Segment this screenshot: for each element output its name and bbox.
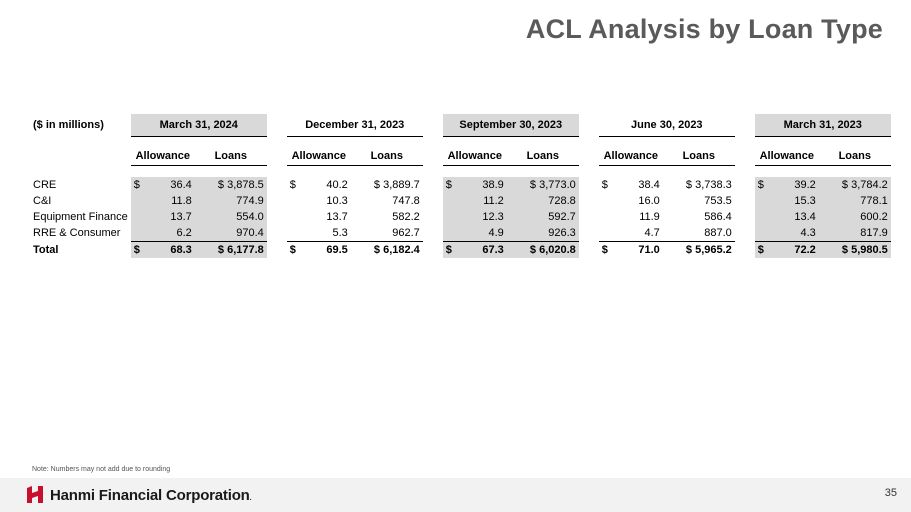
allowance-cell: 11.9 [639, 211, 660, 223]
company-logo: Hanmi Financial Corporation. [26, 486, 252, 504]
dollar-sign: $ [445, 244, 452, 256]
allowance-cell: 10.3 [326, 195, 348, 207]
allowance-header: Allowance [598, 146, 663, 166]
loans-cell: 747.8 [392, 195, 420, 207]
allowance-header: Allowance [130, 146, 195, 166]
page-title: ACL Analysis by Loan Type [525, 14, 883, 44]
loans-cell: $ 6,177.8 [194, 241, 267, 258]
dollar-sign: $ [289, 179, 296, 191]
allowance-cell: 16.0 [638, 195, 660, 207]
allowance-header: Allowance [286, 146, 351, 166]
allowance-cell: $40.2 [289, 179, 348, 191]
dollar-sign: $ [601, 244, 608, 256]
loans-cell: $ 3,773.0 [506, 177, 579, 193]
loans-cell: $ 5,980.5 [818, 241, 891, 258]
period-header: June 30, 2023 [598, 114, 735, 137]
allowance-header: Allowance [442, 146, 507, 166]
allowance-cell: 13.4 [754, 209, 819, 225]
allowance-cell: $68.3 [130, 241, 195, 258]
loans-cell: 817.9 [818, 225, 891, 242]
loans-cell: $ 3,889.7 [373, 179, 420, 191]
loans-header: Loans [662, 146, 735, 166]
row-label: CRE [33, 179, 57, 191]
table-row: Equipment Finance 13.7 554.0 13.7 582.2 … [30, 209, 891, 225]
page-number: 35 [884, 487, 897, 499]
allowance-cell: 4.7 [644, 227, 660, 239]
row-label: Total [33, 243, 59, 256]
allowance-cell: 4.3 [754, 225, 819, 242]
loans-cell: 887.0 [704, 227, 732, 239]
loans-cell: $ 3,878.5 [194, 177, 267, 193]
loans-cell: 592.7 [506, 209, 579, 225]
allowance-cell: $67.3 [442, 241, 507, 258]
loans-cell: 600.2 [818, 209, 891, 225]
table-row: RRE & Consumer 6.2 970.4 5.3 962.7 4.9 9… [30, 225, 891, 242]
loans-cell: 970.4 [194, 225, 267, 242]
loans-cell: 778.1 [818, 193, 891, 209]
loans-cell: $ 3,738.3 [685, 179, 732, 191]
dollar-sign: $ [757, 179, 764, 191]
allowance-header: Allowance [754, 146, 819, 166]
allowance-cell: 15.3 [754, 193, 819, 209]
period-header: December 31, 2023 [286, 114, 423, 137]
loans-cell: 586.4 [704, 211, 732, 223]
allowance-cell: 4.9 [442, 225, 507, 242]
units-label: ($ in millions) [33, 119, 104, 132]
total-row: Total $68.3 $ 6,177.8 $69.5 $ 6,182.4 $6… [30, 241, 891, 258]
allowance-cell: 13.7 [130, 209, 195, 225]
period-header: March 31, 2024 [130, 114, 267, 137]
allowance-cell: $38.9 [442, 177, 507, 193]
loans-cell: $ 6,020.8 [506, 241, 579, 258]
sub-header-row: Allowance Loans Allowance Loans Allowanc… [30, 146, 891, 166]
allowance-cell: 13.7 [326, 211, 348, 223]
loans-cell: 774.9 [194, 193, 267, 209]
loans-cell: 926.3 [506, 225, 579, 242]
table-row: CRE $36.4 $ 3,878.5 $40.2 $ 3,889.7 $38.… [30, 177, 891, 193]
allowance-cell: $72.2 [754, 241, 819, 258]
allowance-cell: $71.0 [598, 241, 663, 258]
allowance-cell: 11.8 [130, 193, 195, 209]
footer: Hanmi Financial Corporation. 35 [0, 478, 911, 512]
dollar-sign: $ [289, 244, 296, 256]
loans-cell: $ 5,965.2 [662, 241, 735, 258]
period-header-row: ($ in millions) March 31, 2024 December … [30, 114, 891, 137]
loans-cell: $ 6,182.4 [350, 241, 423, 258]
company-name: Hanmi Financial Corporation. [50, 486, 252, 504]
period-header: September 30, 2023 [442, 114, 579, 137]
dollar-sign: $ [757, 244, 764, 256]
dollar-sign: $ [445, 179, 452, 191]
hanmi-logo-icon [27, 486, 43, 503]
allowance-cell: 12.3 [442, 209, 507, 225]
loans-cell: 554.0 [194, 209, 267, 225]
acl-table: ($ in millions) March 31, 2024 December … [30, 114, 891, 258]
allowance-cell: $38.4 [601, 179, 660, 191]
allowance-cell: $69.5 [286, 241, 351, 258]
loans-cell: 582.2 [392, 211, 420, 223]
dollar-sign: $ [133, 179, 140, 191]
loans-header: Loans [194, 146, 267, 166]
allowance-cell: $39.2 [754, 177, 819, 193]
loans-cell: $ 3,784.2 [818, 177, 891, 193]
dollar-sign: $ [601, 179, 608, 191]
loans-header: Loans [506, 146, 579, 166]
row-label: C&I [33, 195, 52, 207]
allowance-cell: 5.3 [332, 227, 348, 239]
table-row: C&I 11.8 774.9 10.3 747.8 11.2 728.8 16.… [30, 193, 891, 209]
loans-header: Loans [350, 146, 423, 166]
loans-cell: 753.5 [704, 195, 732, 207]
allowance-cell: $36.4 [130, 177, 195, 193]
dollar-sign: $ [133, 244, 140, 256]
loans-cell: 728.8 [506, 193, 579, 209]
allowance-cell: 11.2 [442, 193, 507, 209]
allowance-cell: 6.2 [130, 225, 195, 242]
row-label: Equipment Finance [33, 211, 128, 223]
loans-header: Loans [818, 146, 891, 166]
loans-cell: 962.7 [392, 227, 420, 239]
period-header: March 31, 2023 [754, 114, 891, 137]
footnote: Note: Numbers may not add due to roundin… [32, 466, 171, 473]
row-label: RRE & Consumer [33, 227, 121, 240]
